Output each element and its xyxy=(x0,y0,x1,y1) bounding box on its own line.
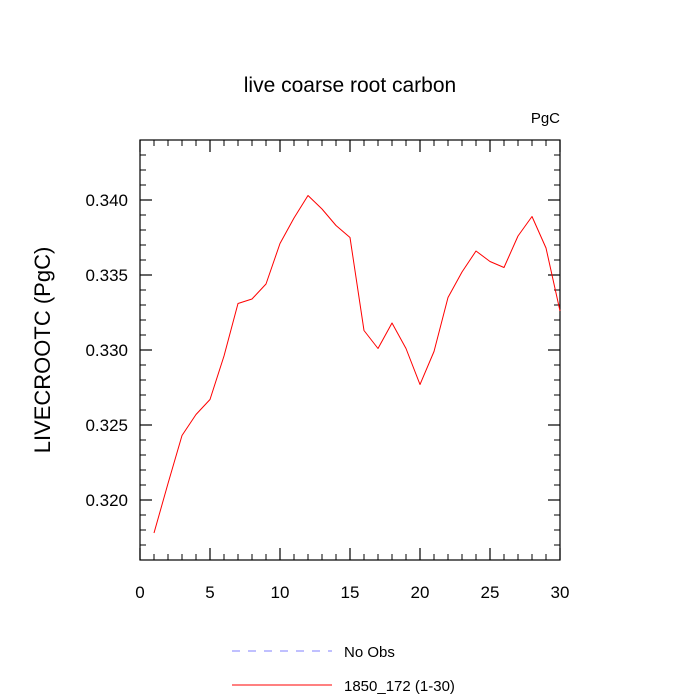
x-tick-label: 20 xyxy=(411,583,430,602)
y-tick-label: 0.320 xyxy=(85,491,128,510)
y-tick-label: 0.325 xyxy=(85,416,128,435)
series-line xyxy=(153,195,561,534)
series-lines xyxy=(153,195,561,534)
plot-frame xyxy=(139,139,561,561)
units-label: PgC xyxy=(531,110,560,127)
x-tick-label: 25 xyxy=(481,583,500,602)
axis-ticks xyxy=(139,139,561,561)
y-tick-label: 0.335 xyxy=(85,266,128,285)
x-tick-label: 0 xyxy=(135,583,144,602)
x-tick-label: 15 xyxy=(341,583,360,602)
legend-label: No Obs xyxy=(344,644,395,661)
chart-title: live coarse root carbon xyxy=(244,74,456,97)
y-axis-label: LIVECROOTC (PgC) xyxy=(30,247,55,454)
x-tick-label: 10 xyxy=(271,583,290,602)
legend-label: 1850_172 (1-30) xyxy=(344,678,455,695)
x-tick-label: 30 xyxy=(551,583,570,602)
y-tick-label: 0.330 xyxy=(85,341,128,360)
axis-tick-labels: 0 5 10 15 20 25 30 0.320 0.325 0.330 0.335 0.340 xyxy=(85,191,569,602)
x-tick-label: 5 xyxy=(205,583,214,602)
legend: No Obs 1850_172 (1-30) xyxy=(232,644,455,695)
y-tick-label: 0.340 xyxy=(85,191,128,210)
